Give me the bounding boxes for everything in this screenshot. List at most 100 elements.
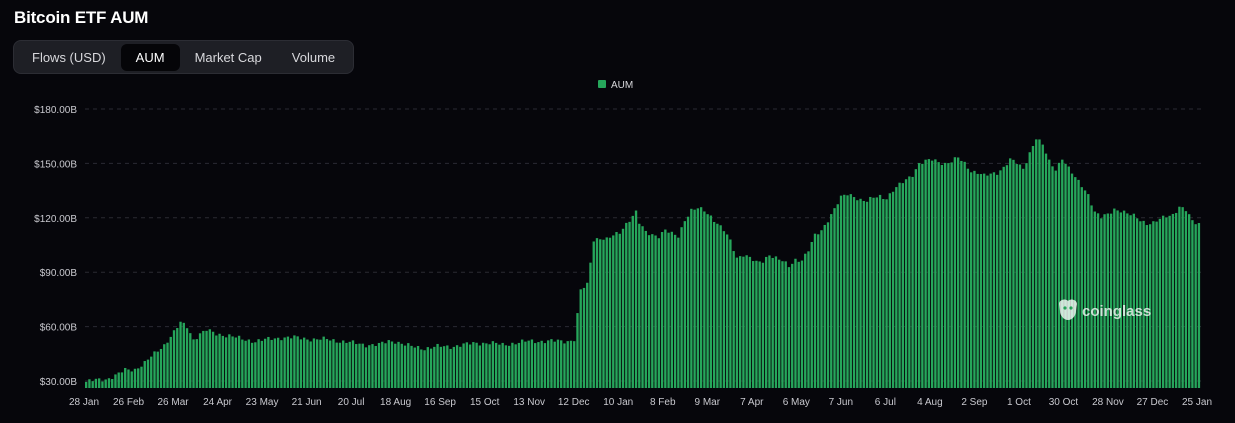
x-tick-label: 27 Dec: [1137, 397, 1169, 408]
bar: [1184, 211, 1188, 388]
x-tick-label: 16 Sep: [424, 397, 456, 408]
bar: [1161, 215, 1165, 388]
bar: [211, 331, 215, 388]
chart-bars: [85, 139, 1201, 388]
bar: [800, 260, 804, 388]
bar: [312, 338, 316, 388]
bar: [205, 330, 208, 388]
bar: [322, 336, 325, 388]
bar: [436, 343, 439, 388]
bar: [302, 337, 306, 388]
bar: [1061, 159, 1064, 388]
bar: [765, 256, 768, 388]
bar: [618, 233, 621, 388]
y-tick-label: $30.00B: [40, 377, 78, 388]
tab-volume[interactable]: Volume: [291, 49, 336, 65]
bar: [137, 368, 140, 388]
bar: [1025, 163, 1028, 388]
bar: [413, 347, 416, 388]
bar: [166, 342, 169, 388]
bar: [1142, 220, 1145, 388]
bar: [608, 237, 612, 388]
bar: [852, 197, 856, 388]
bar: [752, 261, 755, 388]
bar: [631, 215, 634, 388]
y-tick-label: $60.00B: [40, 323, 78, 334]
bar: [992, 172, 996, 388]
tab-flows[interactable]: Flows (USD): [32, 49, 106, 65]
legend-label-aum[interactable]: AUM: [611, 80, 633, 91]
bar: [576, 313, 579, 388]
bar: [104, 379, 107, 388]
x-tick-label: 15 Oct: [470, 397, 500, 408]
bar: [1165, 217, 1168, 388]
bar: [221, 335, 224, 388]
bar: [156, 351, 159, 388]
x-tick-label: 23 May: [246, 397, 279, 408]
bar: [1035, 139, 1038, 388]
bar: [1116, 210, 1119, 388]
bar: [88, 379, 91, 388]
bar: [309, 341, 312, 388]
bar: [872, 197, 875, 388]
bar: [530, 339, 534, 388]
bar: [231, 336, 234, 388]
x-tick-label: 13 Nov: [513, 397, 545, 408]
bar: [595, 238, 599, 388]
x-tick-label: 6 Jul: [875, 397, 896, 408]
bar: [481, 342, 485, 388]
bar: [358, 343, 361, 388]
bar: [690, 208, 693, 388]
bar: [270, 339, 273, 388]
bar: [703, 211, 706, 388]
bar: [1106, 213, 1109, 388]
bar: [758, 261, 761, 388]
bar: [1181, 207, 1184, 388]
bar: [810, 241, 813, 388]
x-tick-label: 7 Jun: [829, 397, 853, 408]
bar: [924, 159, 927, 388]
bar: [950, 162, 953, 388]
bar: [364, 347, 368, 388]
bar: [146, 359, 150, 388]
bar: [491, 341, 495, 388]
x-tick-label: 1 Oct: [1007, 397, 1031, 408]
bar: [189, 333, 192, 388]
bar: [745, 255, 748, 388]
bar: [224, 337, 228, 388]
tab-market-cap[interactable]: Market Cap: [194, 49, 262, 65]
bar: [504, 345, 508, 388]
bar: [335, 342, 338, 388]
bar: [537, 342, 540, 388]
bar: [355, 344, 358, 388]
bar: [755, 260, 758, 388]
tab-aum[interactable]: AUM: [120, 43, 180, 71]
bar: [286, 336, 290, 388]
bar: [673, 234, 677, 388]
legend-swatch-aum[interactable]: [598, 80, 606, 88]
bar: [940, 164, 944, 388]
x-tick-label: 8 Feb: [650, 397, 676, 408]
bar: [973, 170, 976, 388]
bar: [1191, 220, 1194, 388]
bar: [563, 343, 566, 388]
bar: [234, 337, 238, 388]
bar: [98, 378, 101, 388]
bar: [862, 200, 865, 388]
bar: [1109, 213, 1113, 388]
bar: [150, 356, 153, 388]
chart-tab-bar: Flows (USD) AUM Market Cap Volume: [13, 40, 355, 74]
watermark-text: coinglass: [1082, 303, 1151, 320]
bar: [465, 342, 469, 388]
bar: [1012, 159, 1015, 388]
bar: [494, 342, 498, 388]
bar: [716, 223, 719, 388]
bar: [882, 199, 885, 388]
bar: [748, 256, 752, 388]
bar: [836, 204, 839, 388]
x-tick-label: 30 Oct: [1049, 397, 1079, 408]
bar: [709, 215, 713, 388]
bar: [374, 345, 377, 388]
bar: [163, 344, 166, 388]
bar: [439, 346, 442, 388]
